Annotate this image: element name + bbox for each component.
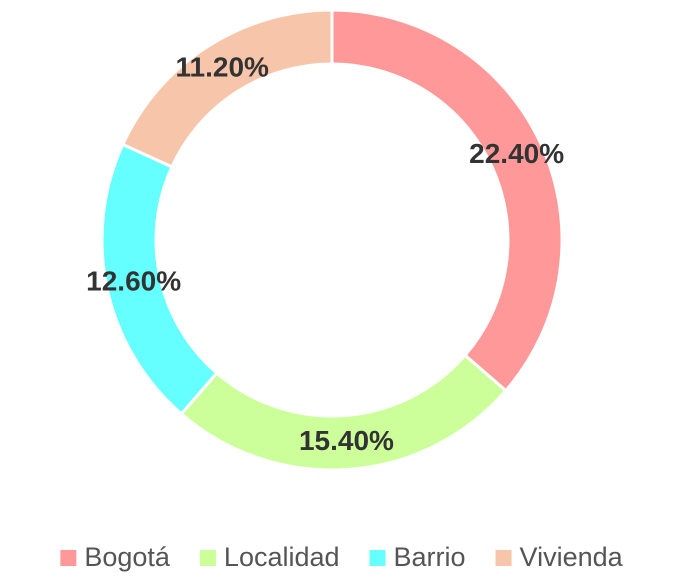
slice — [120, 8, 334, 169]
data-label: 12.60% — [86, 266, 181, 297]
legend-swatch — [369, 550, 386, 566]
data-label: 15.40% — [299, 425, 394, 456]
legend-label: Barrio — [394, 542, 466, 572]
slice — [330, 8, 564, 393]
legend-label: Bogotá — [84, 542, 171, 572]
data-label: 11.20% — [176, 52, 270, 83]
legend-swatch — [495, 550, 512, 566]
legend-label: Localidad — [224, 542, 340, 572]
legend-swatch — [60, 550, 77, 566]
legend-swatch — [199, 550, 216, 566]
data-label: 22.40% — [469, 138, 564, 169]
legend-label: Vivienda — [520, 542, 624, 572]
